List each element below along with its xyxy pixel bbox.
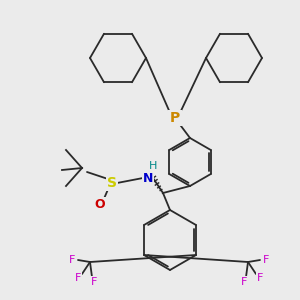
Text: H: H — [149, 161, 157, 171]
Text: F: F — [69, 255, 75, 265]
Text: F: F — [75, 273, 81, 283]
Text: F: F — [263, 255, 269, 265]
Text: N: N — [143, 172, 153, 184]
Text: O: O — [95, 199, 105, 212]
Text: P: P — [170, 111, 180, 125]
Text: S: S — [107, 176, 117, 190]
Text: F: F — [241, 277, 247, 287]
Text: F: F — [257, 273, 263, 283]
Text: F: F — [91, 277, 97, 287]
